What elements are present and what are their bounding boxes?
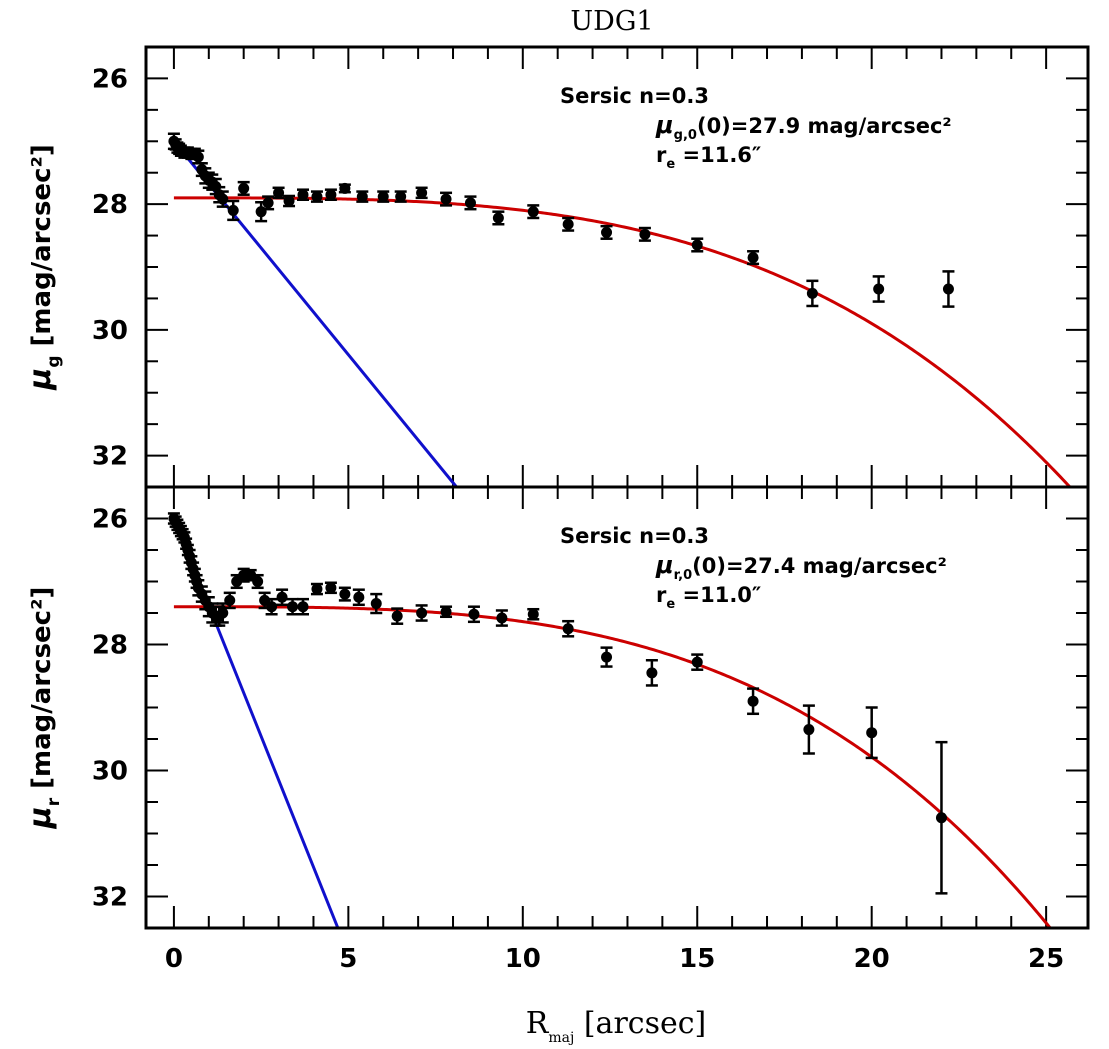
y-axis-label: μg [mag/arcsec²]: [23, 144, 64, 391]
data-point: [276, 591, 288, 603]
data-point: [370, 598, 382, 610]
data-point: [377, 191, 389, 203]
data-point: [468, 608, 480, 620]
data-point: [935, 812, 947, 824]
data-point: [691, 239, 703, 251]
data-point: [217, 607, 229, 619]
data-point: [639, 228, 651, 240]
data-point: [601, 226, 613, 238]
data-point: [527, 206, 539, 218]
data-point: [464, 197, 476, 209]
data-point: [416, 607, 428, 619]
data-points-r: [167, 512, 948, 895]
y-tick-label: 32: [92, 883, 128, 913]
x-tick-label: 5: [339, 944, 357, 974]
data-point: [395, 191, 407, 203]
data-point: [866, 727, 878, 739]
data-point: [224, 594, 236, 606]
data-point: [747, 252, 759, 264]
y-tick-label: 30: [92, 316, 128, 346]
data-point: [747, 695, 759, 707]
data-point: [245, 569, 257, 581]
y-tick-label: 30: [92, 757, 128, 787]
x-tick-label: 25: [1028, 944, 1064, 974]
data-point: [646, 667, 658, 679]
data-point: [217, 193, 229, 205]
data-point: [287, 601, 299, 613]
data-point: [266, 601, 278, 613]
x-tick-label: 10: [505, 944, 541, 974]
data-point: [440, 193, 452, 205]
data-point: [311, 191, 323, 203]
y-tick-label: 26: [92, 505, 128, 535]
annotation-mu0: μr,0(0)=27.4 mag/arcsec²: [655, 551, 947, 583]
annotation-sersic-n: Sersic n=0.3: [560, 524, 709, 548]
data-point: [492, 212, 504, 224]
y-axis-label: μr [mag/arcsec²]: [23, 587, 64, 830]
data-point: [391, 610, 403, 622]
data-point: [297, 189, 309, 201]
ticks-r: [146, 487, 1088, 928]
data-point: [325, 189, 337, 201]
x-tick-label: 20: [854, 944, 890, 974]
annotation-mu0: μg,0(0)=27.9 mag/arcsec²: [655, 111, 952, 143]
data-point: [273, 187, 285, 199]
annotation-sersic-n: Sersic n=0.3: [560, 84, 709, 108]
data-point: [562, 218, 574, 230]
annotation-re: re =11.0″: [656, 583, 761, 612]
data-point: [238, 182, 250, 194]
data-point: [416, 187, 428, 199]
data-point: [192, 151, 204, 163]
annotation-re: re =11.6″: [656, 143, 761, 172]
data-point: [496, 612, 508, 624]
panel-mu-g: 26 28 30 32 μg [mag/arcsec²] Sersic n=0.3 μg,0…: [23, 45, 1090, 489]
data-point: [297, 601, 309, 613]
data-point: [873, 283, 885, 295]
chart-title: UDG1: [570, 6, 653, 37]
sersic-model-curve: [173, 605, 1053, 928]
data-point: [311, 583, 323, 595]
data-point: [353, 591, 365, 603]
data-point: [339, 588, 351, 600]
data-point: [227, 204, 239, 216]
data-point: [283, 195, 295, 207]
y-tick-label: 26: [92, 64, 128, 94]
x-tick-label: 0: [165, 944, 183, 974]
data-point: [259, 594, 271, 606]
data-point: [255, 206, 267, 218]
x-tick-label: 15: [679, 944, 715, 974]
data-point: [252, 576, 264, 587]
data-point: [601, 651, 613, 663]
data-point: [231, 576, 243, 587]
data-point: [562, 623, 574, 635]
data-point: [339, 182, 351, 194]
plot-frame-g: [144, 45, 1090, 489]
sersic-model-curve: [173, 196, 1072, 487]
data-point: [803, 724, 815, 736]
plot-frame-r: [144, 485, 1090, 930]
data-point: [440, 606, 452, 618]
ticks-g: [146, 47, 1088, 487]
data-point: [325, 582, 337, 594]
x-axis-label: Rmaj [arcsec]: [526, 1006, 707, 1046]
data-point: [262, 197, 274, 209]
data-points-g: [167, 132, 955, 308]
data-point: [942, 283, 954, 295]
y-tick-label: 28: [92, 631, 128, 661]
panel-mu-r: 26 28 30 32 μr [mag/arcsec²] Sersic n=0.3 μr,0…: [23, 485, 1090, 974]
y-tick-label: 32: [92, 442, 128, 472]
y-tick-label: 28: [92, 190, 128, 220]
data-point: [356, 191, 368, 203]
data-point: [691, 656, 703, 668]
data-point: [527, 608, 539, 620]
data-point: [806, 287, 818, 299]
